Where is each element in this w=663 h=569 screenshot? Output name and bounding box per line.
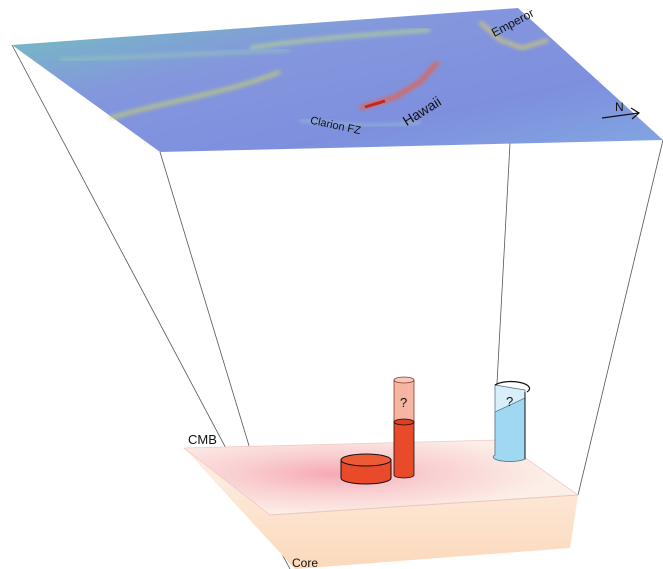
blue-cylinder: ? xyxy=(492,380,531,462)
blue-cylinder-question: ? xyxy=(506,394,513,409)
cmb-label: CMB xyxy=(188,432,217,447)
seafloor-map xyxy=(12,8,663,152)
red-disc xyxy=(340,453,392,485)
north-label: N xyxy=(615,100,624,114)
emperor-chain xyxy=(478,20,549,50)
north-arrow: N xyxy=(601,100,641,120)
red-cylinder-question: ? xyxy=(400,395,407,410)
core-layer xyxy=(184,448,578,569)
core-label: Core xyxy=(292,556,318,569)
red-cylinder: ? xyxy=(393,376,415,479)
